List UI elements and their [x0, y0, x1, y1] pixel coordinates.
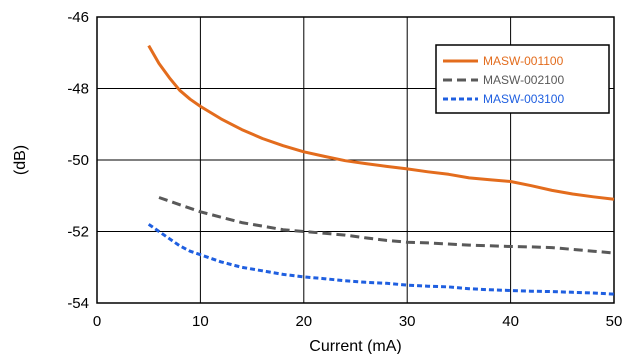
plot-frame: [96, 16, 615, 304]
series-line-masw-002100: [158, 196, 615, 255]
y-tick-label: -54: [67, 295, 89, 312]
legend-label: MASW-003100: [483, 92, 564, 106]
legend-label: MASW-001100: [483, 54, 564, 68]
y-tick-label: -46: [67, 9, 89, 26]
legend-label: MASW-002100: [483, 73, 564, 87]
legend: MASW-001100 MASW-002100 MASW-003100: [435, 44, 610, 114]
y-tick-label: -50: [67, 152, 89, 169]
series-group: [147, 44, 615, 296]
y-axis-ticks: -46 -48 -50 -52 -54: [67, 9, 89, 312]
x-axis-ticks: 0 10 20 30 40 50: [93, 313, 623, 330]
x-axis-title: Current (mA): [309, 338, 401, 354]
y-tick-label: -48: [67, 81, 89, 98]
x-tick-label: 10: [192, 313, 209, 330]
series-line-masw-001100: [147, 44, 615, 201]
x-tick-label: 30: [399, 313, 416, 330]
x-tick-label: 40: [502, 313, 519, 330]
series-line-masw-003100: [147, 223, 615, 296]
x-tick-label: 50: [606, 313, 623, 330]
x-tick-label: 20: [295, 313, 312, 330]
x-tick-label: 0: [93, 313, 101, 330]
y-axis-title: (dB): [12, 145, 29, 175]
y-tick-label: -52: [67, 224, 89, 241]
